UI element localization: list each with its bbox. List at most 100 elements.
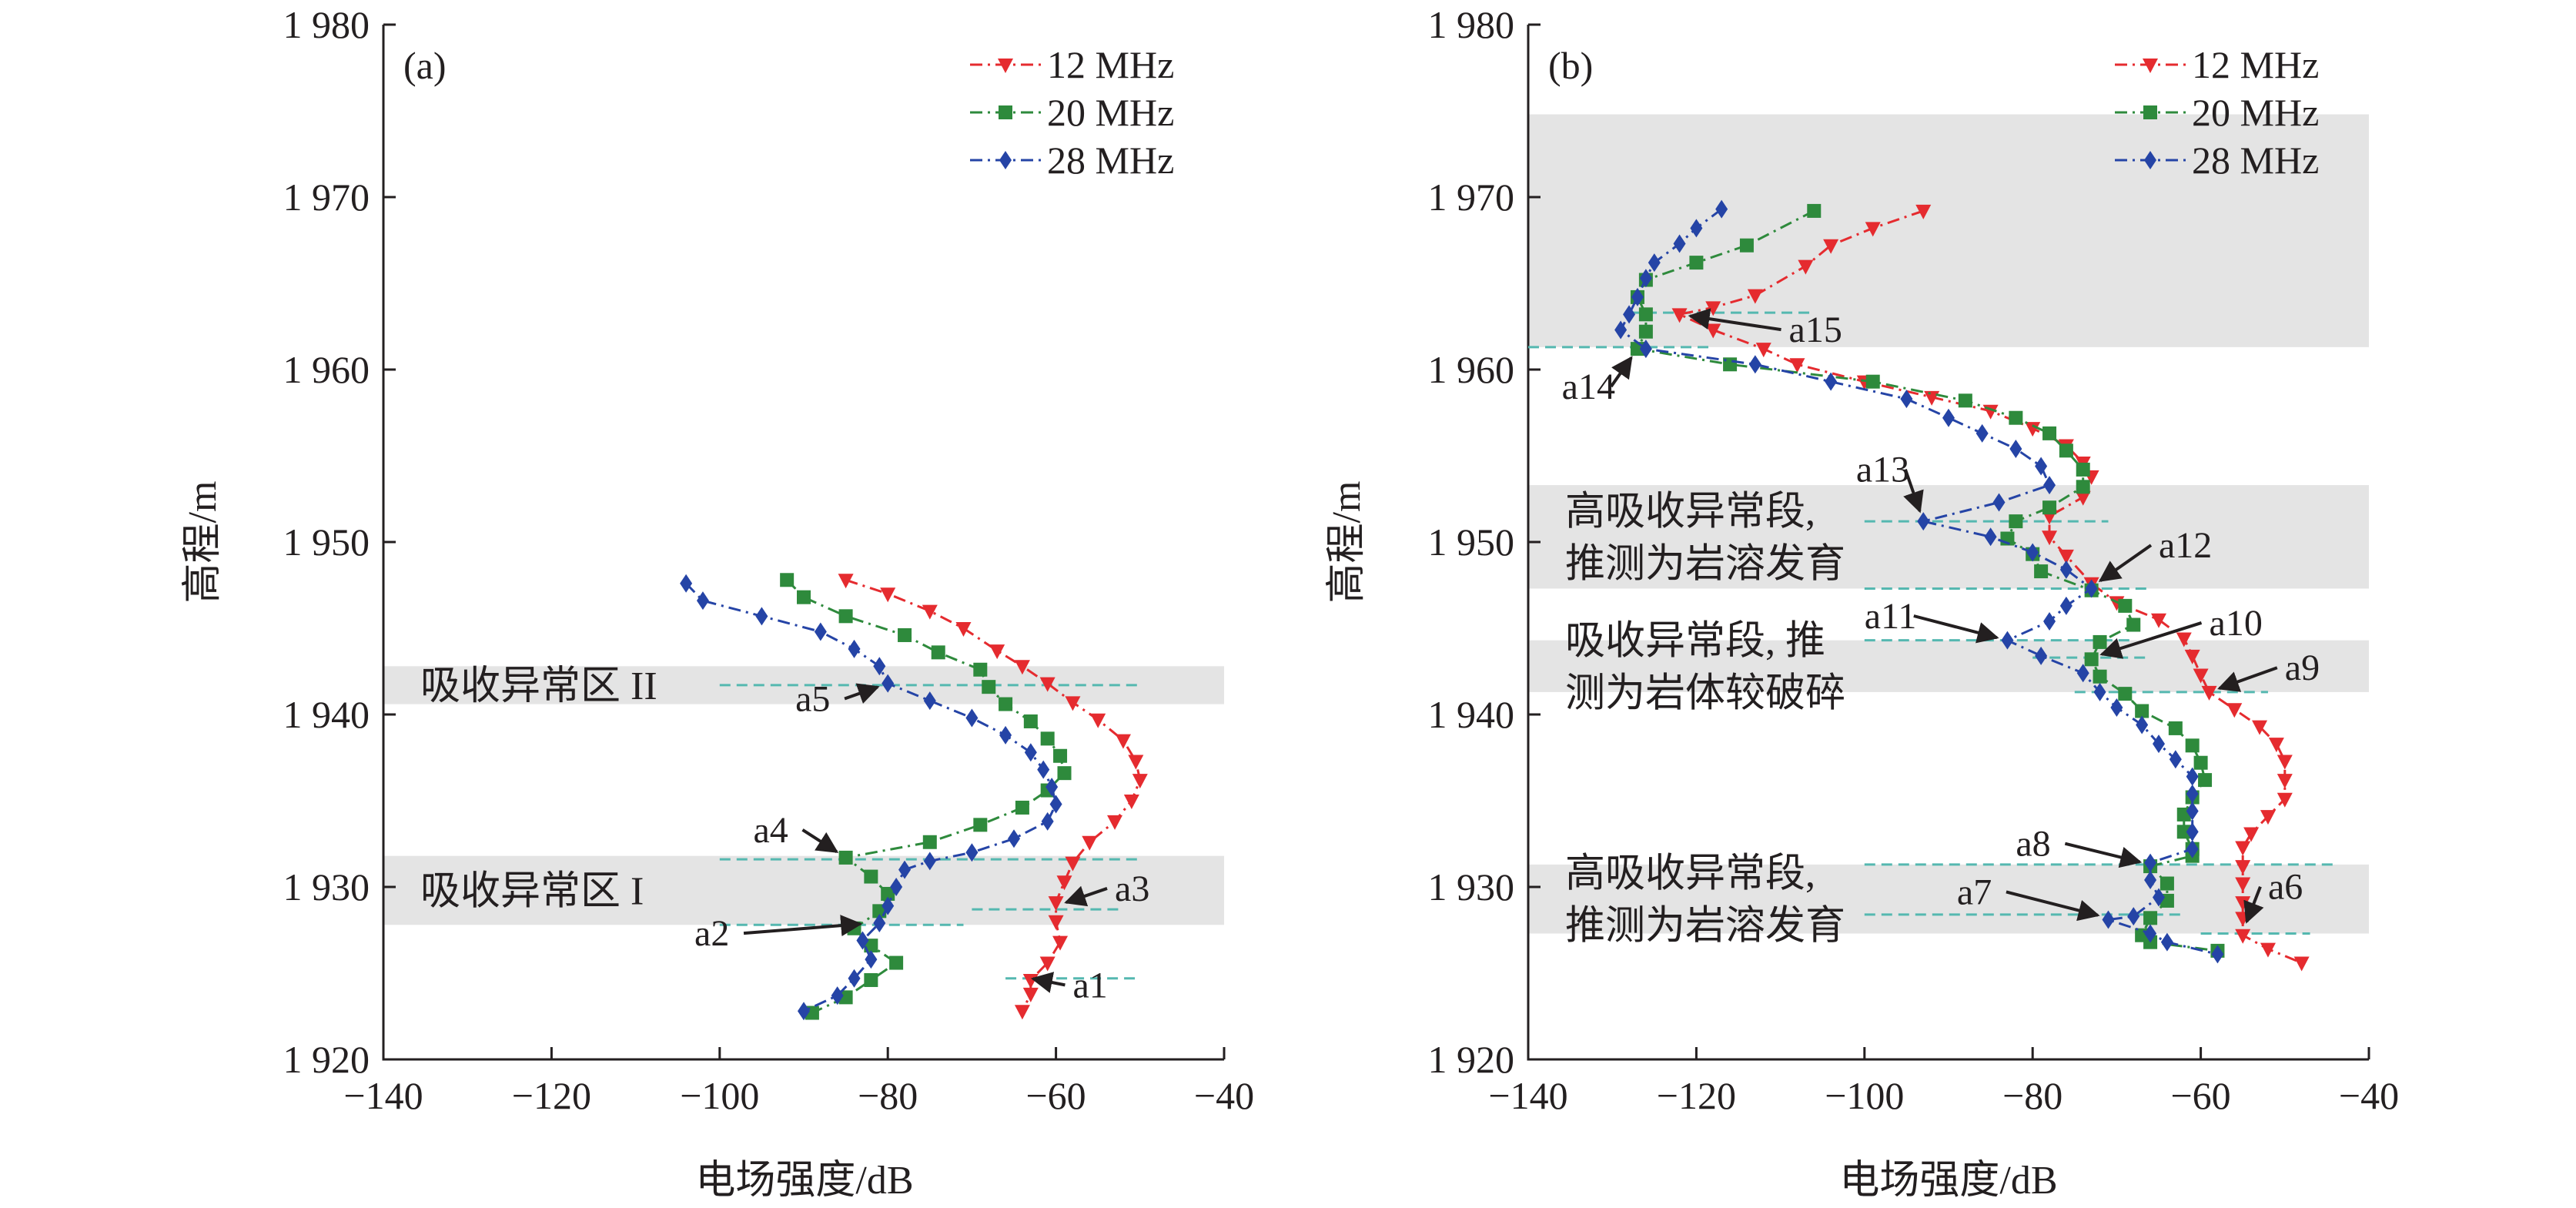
data-point — [2144, 924, 2157, 943]
annotation-label: a2 — [694, 913, 729, 954]
data-point — [873, 914, 886, 933]
data-point — [1039, 956, 1055, 972]
data-point — [848, 969, 861, 988]
data-point — [2198, 773, 2213, 788]
data-point — [2260, 942, 2276, 958]
data-point — [1045, 778, 1059, 797]
data-point — [2153, 735, 2165, 754]
x-axis-title: 电场强度/dB — [1839, 1159, 2057, 1203]
data-point — [1690, 219, 1703, 238]
data-point — [1942, 408, 1955, 427]
anomaly-band — [1528, 114, 2369, 347]
data-point — [2093, 669, 2107, 684]
annotation-arrow — [1610, 356, 1633, 388]
y-tick-label: 1 940 — [283, 693, 370, 736]
data-point — [2201, 685, 2217, 701]
data-point — [2176, 825, 2191, 839]
data-point — [1614, 320, 1628, 340]
data-point — [2252, 720, 2268, 735]
annotation-arrow — [1064, 885, 1108, 907]
data-point — [922, 604, 938, 620]
series-12-MHz — [838, 574, 1148, 1020]
annotation-arrow — [743, 915, 863, 937]
data-point — [965, 708, 979, 728]
data-point — [880, 587, 896, 603]
data-point — [982, 680, 996, 694]
y-axis-title: 高程/m — [181, 481, 225, 604]
data-point — [2135, 704, 2149, 718]
data-point — [2026, 543, 2039, 562]
annotation-label: a11 — [1865, 596, 1917, 637]
data-point — [2110, 698, 2123, 718]
data-point — [1958, 393, 1972, 408]
data-point — [1015, 800, 1029, 815]
annotation-arrow — [1903, 468, 1924, 514]
legend-marker — [2143, 59, 2158, 73]
x-tick-label: −80 — [2002, 1074, 2062, 1117]
data-point — [864, 972, 878, 987]
x-tick-label: −140 — [1488, 1074, 1567, 1117]
data-point — [1040, 731, 1055, 746]
y-tick-label: 1 950 — [1428, 520, 1515, 564]
data-point — [2169, 750, 2182, 769]
data-point — [2235, 841, 2251, 856]
annotation-arrow — [1913, 614, 1999, 644]
data-point — [1053, 748, 1068, 763]
annotation-arrow — [2064, 842, 2143, 868]
data-point — [2136, 715, 2149, 735]
annotation-label: a12 — [2159, 525, 2212, 566]
data-point — [1082, 835, 1098, 851]
data-point — [1057, 766, 1072, 781]
data-point — [1865, 222, 1881, 237]
panel-label: (b) — [1548, 44, 1593, 87]
data-point — [797, 590, 811, 604]
data-point — [1917, 512, 1930, 531]
data-point — [2118, 598, 2133, 613]
data-point — [2168, 721, 2183, 735]
data-point — [1041, 811, 1054, 831]
data-point — [923, 691, 936, 711]
data-point — [1014, 660, 1030, 675]
annotation-arrow — [1688, 308, 1781, 332]
legend-label: 28 MHz — [1047, 139, 1174, 182]
band-label: 高吸收异常段, — [1565, 490, 1815, 534]
series-28-MHz — [680, 574, 1062, 1021]
data-point — [1132, 774, 1148, 789]
data-point — [2043, 612, 2056, 631]
legend-entry: 28 MHz — [2115, 139, 2319, 182]
data-point — [890, 878, 903, 896]
annotation-arrow — [2006, 890, 2100, 922]
data-point — [838, 850, 853, 865]
data-point — [965, 843, 979, 862]
data-point — [1984, 527, 1997, 547]
data-point — [2235, 860, 2251, 875]
annotation-arrow — [2243, 885, 2264, 924]
data-point — [2118, 687, 2133, 701]
data-point — [2260, 810, 2276, 825]
data-point — [1705, 301, 1721, 316]
data-point — [898, 860, 912, 879]
data-point — [848, 639, 861, 658]
data-point — [838, 574, 854, 589]
data-point — [2186, 785, 2199, 804]
data-point — [696, 591, 709, 611]
data-point — [2009, 514, 2023, 529]
band-label: 吸收异常段, 推 — [1565, 619, 1825, 663]
y-tick-label: 1 970 — [283, 176, 370, 219]
data-point — [1639, 340, 1652, 359]
y-tick-label: 1 930 — [283, 865, 370, 909]
annotation-label: a9 — [2285, 648, 2320, 688]
data-point — [2211, 945, 2224, 964]
data-point — [931, 645, 945, 660]
annotation-arrow — [1030, 972, 1066, 993]
annotation-label: a15 — [1789, 310, 1842, 350]
legend-marker — [999, 105, 1012, 119]
legend-label: 12 MHz — [1047, 43, 1174, 86]
data-point — [2102, 910, 2115, 929]
data-point — [2127, 907, 2140, 926]
data-point — [1039, 677, 1055, 692]
data-point — [1755, 343, 1771, 358]
data-point — [1037, 760, 1050, 779]
data-point — [2144, 853, 2157, 872]
